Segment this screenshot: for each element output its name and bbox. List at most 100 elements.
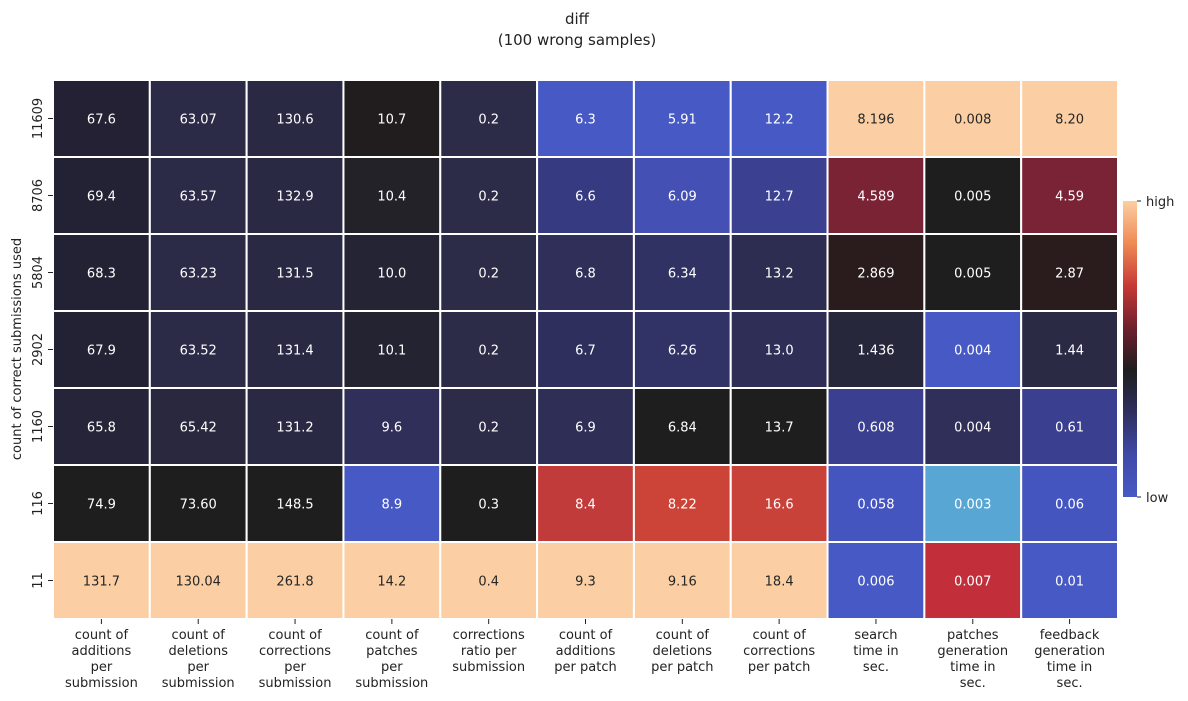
cell-value-label: 0.2 [478,344,499,359]
cell-value-label: 16.6 [765,498,794,513]
heatmap-cell [729,541,829,620]
cell-value-label: 73.60 [180,498,217,513]
cell-value-label: 9.6 [382,421,403,436]
row-tick-label: 5804 [31,256,46,289]
cell-value-label: 0.2 [478,267,499,282]
heatmap-cell [148,541,248,620]
heatmap-cell [536,387,635,466]
y-axis-label: count of correct submissions used [10,238,25,460]
heatmap-cell [52,464,151,543]
cell-value-label: 5.91 [668,113,697,128]
cell-value-label: 0.058 [857,498,894,513]
cell-value-label: 0.005 [954,190,991,205]
cell-value-label: 0.3 [478,498,499,513]
cell-value-label: 8.4 [575,498,596,513]
cell-value-label: 1.44 [1055,344,1084,359]
cell-value-label: 130.6 [276,113,313,128]
heatmap-cell [1020,233,1120,312]
heatmap-cell [729,79,829,158]
cell-value-label: 67.9 [87,344,116,359]
heatmap-cell [632,233,732,312]
heatmap-cell [923,310,1023,389]
heatmap-cell [536,156,635,235]
cell-value-label: 4.59 [1055,190,1084,205]
cell-value-label: 10.0 [377,267,406,282]
heatmap-cell [1020,79,1120,158]
heatmap-cell [923,79,1023,158]
cell-value-label: 63.52 [180,344,217,359]
heatmap-cell [826,387,926,466]
heatmap-cell [439,233,539,312]
cell-value-label: 0.61 [1055,421,1084,436]
cell-value-label: 63.07 [180,113,217,128]
heatmap-cell [1020,310,1120,389]
cell-value-label: 1.436 [857,344,894,359]
cell-value-label: 131.2 [276,421,313,436]
heatmap-cells: 67.6 63.07 130.6 10.7 0.2 6.3 5.91 12.2 8.196 0.0… [52,79,1120,620]
cell-value-label: 130.04 [175,575,221,590]
cell-value-label: 13.2 [765,267,794,282]
heatmap-cell [632,387,732,466]
colorbar-gradient [1123,201,1137,497]
cell-value-label: 9.3 [575,575,596,590]
cell-value-label: 9.16 [668,575,697,590]
heatmap-cell [729,156,829,235]
cell-value-label: 0.007 [954,575,991,590]
column-tick-label: count of deletions per patch [651,628,713,675]
heatmap-cell [245,541,345,620]
heatmap-cell [342,387,442,466]
cell-value-label: 0.2 [478,421,499,436]
cell-value-label: 0.004 [954,421,991,436]
cell-value-label: 0.06 [1055,498,1084,513]
row-tick-label: 116 [31,491,46,516]
heatmap-cell [439,387,539,466]
heatmap-cell [342,464,442,543]
cell-value-label: 261.8 [276,575,313,590]
heatmap-cell [1020,387,1120,466]
cell-value-label: 12.7 [765,190,794,205]
cell-value-label: 0.003 [954,498,991,513]
cell-value-label: 2.869 [857,267,894,282]
cell-value-label: 63.23 [180,267,217,282]
row-tick-label: 11 [31,572,46,589]
cell-value-label: 131.7 [83,575,120,590]
cell-value-label: 13.7 [765,421,794,436]
cell-value-label: 18.4 [765,575,794,590]
cell-value-label: 0.4 [478,575,499,590]
heatmap-cell [342,310,442,389]
heatmap-cell [245,310,345,389]
colorbar-high-label: high [1146,195,1174,210]
heatmap-cell [826,310,926,389]
heatmap-cell [923,387,1023,466]
row-tick-label: 1160 [31,410,46,443]
heatmap-cell [923,156,1023,235]
chart-subtitle: (100 wrong samples) [498,31,657,49]
heatmap-cell [632,156,732,235]
cell-value-label: 6.7 [575,344,596,359]
cell-value-label: 0.2 [478,113,499,128]
column-tick-label: search time in sec. [853,628,898,675]
chart-title: diff [565,10,590,28]
column-tick-label: count of corrections per submission [259,628,332,691]
colorbar-low-label: low [1146,491,1169,506]
heatmap-cell [826,541,926,620]
cell-value-label: 0.004 [954,344,991,359]
cell-value-label: 2.87 [1055,267,1084,282]
heatmap-cell [536,233,635,312]
column-tick-label: count of patches per submission [355,628,428,691]
cell-value-label: 0.01 [1055,575,1084,590]
heatmap-cell [826,156,926,235]
cell-value-label: 8.9 [382,498,403,513]
heatmap-cell [148,387,248,466]
cell-value-label: 10.7 [377,113,406,128]
cell-value-label: 6.09 [668,190,697,205]
heatmap-cell [536,464,635,543]
heatmap-cell [1020,541,1120,620]
cell-value-label: 6.6 [575,190,596,205]
cell-value-label: 6.3 [575,113,596,128]
cell-value-label: 6.9 [575,421,596,436]
heatmap-cell [52,233,151,312]
cell-value-label: 8.196 [857,113,894,128]
column-tick-label: count of deletions per submission [162,628,235,691]
heatmap-cell [536,541,635,620]
